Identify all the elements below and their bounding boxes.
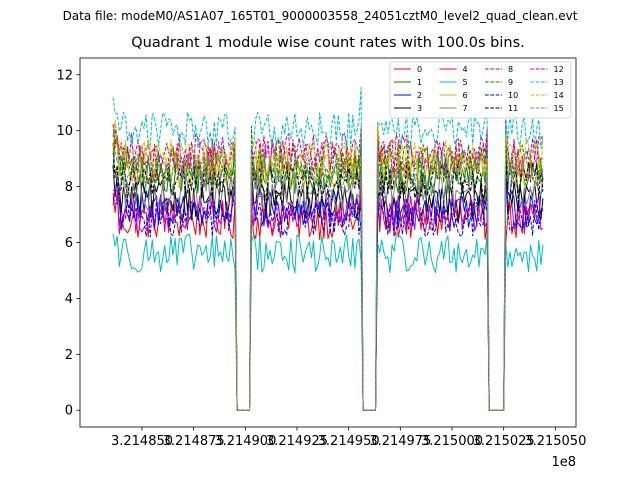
legend-label-8: 8 — [508, 65, 513, 74]
series-line-14 — [112, 119, 544, 411]
series-line-5 — [112, 232, 544, 411]
x-tick-label: 3.215050 — [524, 434, 586, 449]
y-tick-label: 12 — [56, 68, 73, 83]
x-tick-label: 3.214950 — [318, 434, 380, 449]
y-tick-label: 10 — [56, 124, 73, 139]
legend-label-3: 3 — [417, 104, 422, 113]
legend-label-5: 5 — [463, 78, 468, 87]
legend-label-1: 1 — [417, 78, 422, 87]
chart-title: Quadrant 1 module wise count rates with … — [131, 35, 525, 51]
y-tick-label: 6 — [65, 236, 73, 251]
legend-label-6: 6 — [463, 91, 468, 100]
legend-label-12: 12 — [554, 65, 564, 74]
y-tick-label: 4 — [65, 292, 73, 307]
x-tick-label: 3.214875 — [163, 434, 225, 449]
legend-label-14: 14 — [554, 91, 564, 100]
series-line-11 — [112, 140, 544, 411]
x-tick-label: 3.214850 — [111, 434, 173, 449]
legend-label-4: 4 — [463, 65, 468, 74]
y-tick-label: 0 — [65, 404, 73, 419]
figure-suptitle: Data file: modeM0/AS1A07_165T01_90000035… — [62, 9, 578, 23]
x-tick-label: 3.214925 — [266, 434, 328, 449]
legend-label-13: 13 — [554, 78, 564, 87]
series-line-9 — [112, 125, 544, 411]
legend-label-9: 9 — [508, 78, 513, 87]
series-lines — [112, 87, 544, 411]
series-line-10 — [112, 172, 544, 411]
legend-box — [389, 61, 572, 119]
legend-label-11: 11 — [508, 104, 518, 113]
x-tick-label: 3.214900 — [214, 434, 276, 449]
y-tick-label: 8 — [65, 180, 73, 195]
legend-label-2: 2 — [417, 91, 422, 100]
x-tick-label: 3.215000 — [421, 434, 483, 449]
legend-label-15: 15 — [554, 104, 564, 113]
legend-label-7: 7 — [463, 104, 468, 113]
series-line-15 — [112, 125, 544, 411]
x-tick-label: 3.215025 — [473, 434, 535, 449]
series-line-13 — [112, 87, 544, 411]
legend-label-10: 10 — [508, 91, 518, 100]
x-tick-label: 3.214975 — [369, 434, 431, 449]
x-offset-label: 1e8 — [551, 455, 576, 470]
series-line-1 — [112, 138, 544, 411]
legend-label-0: 0 — [417, 65, 422, 74]
series-line-0 — [112, 190, 544, 411]
y-tick-label: 2 — [65, 348, 73, 363]
